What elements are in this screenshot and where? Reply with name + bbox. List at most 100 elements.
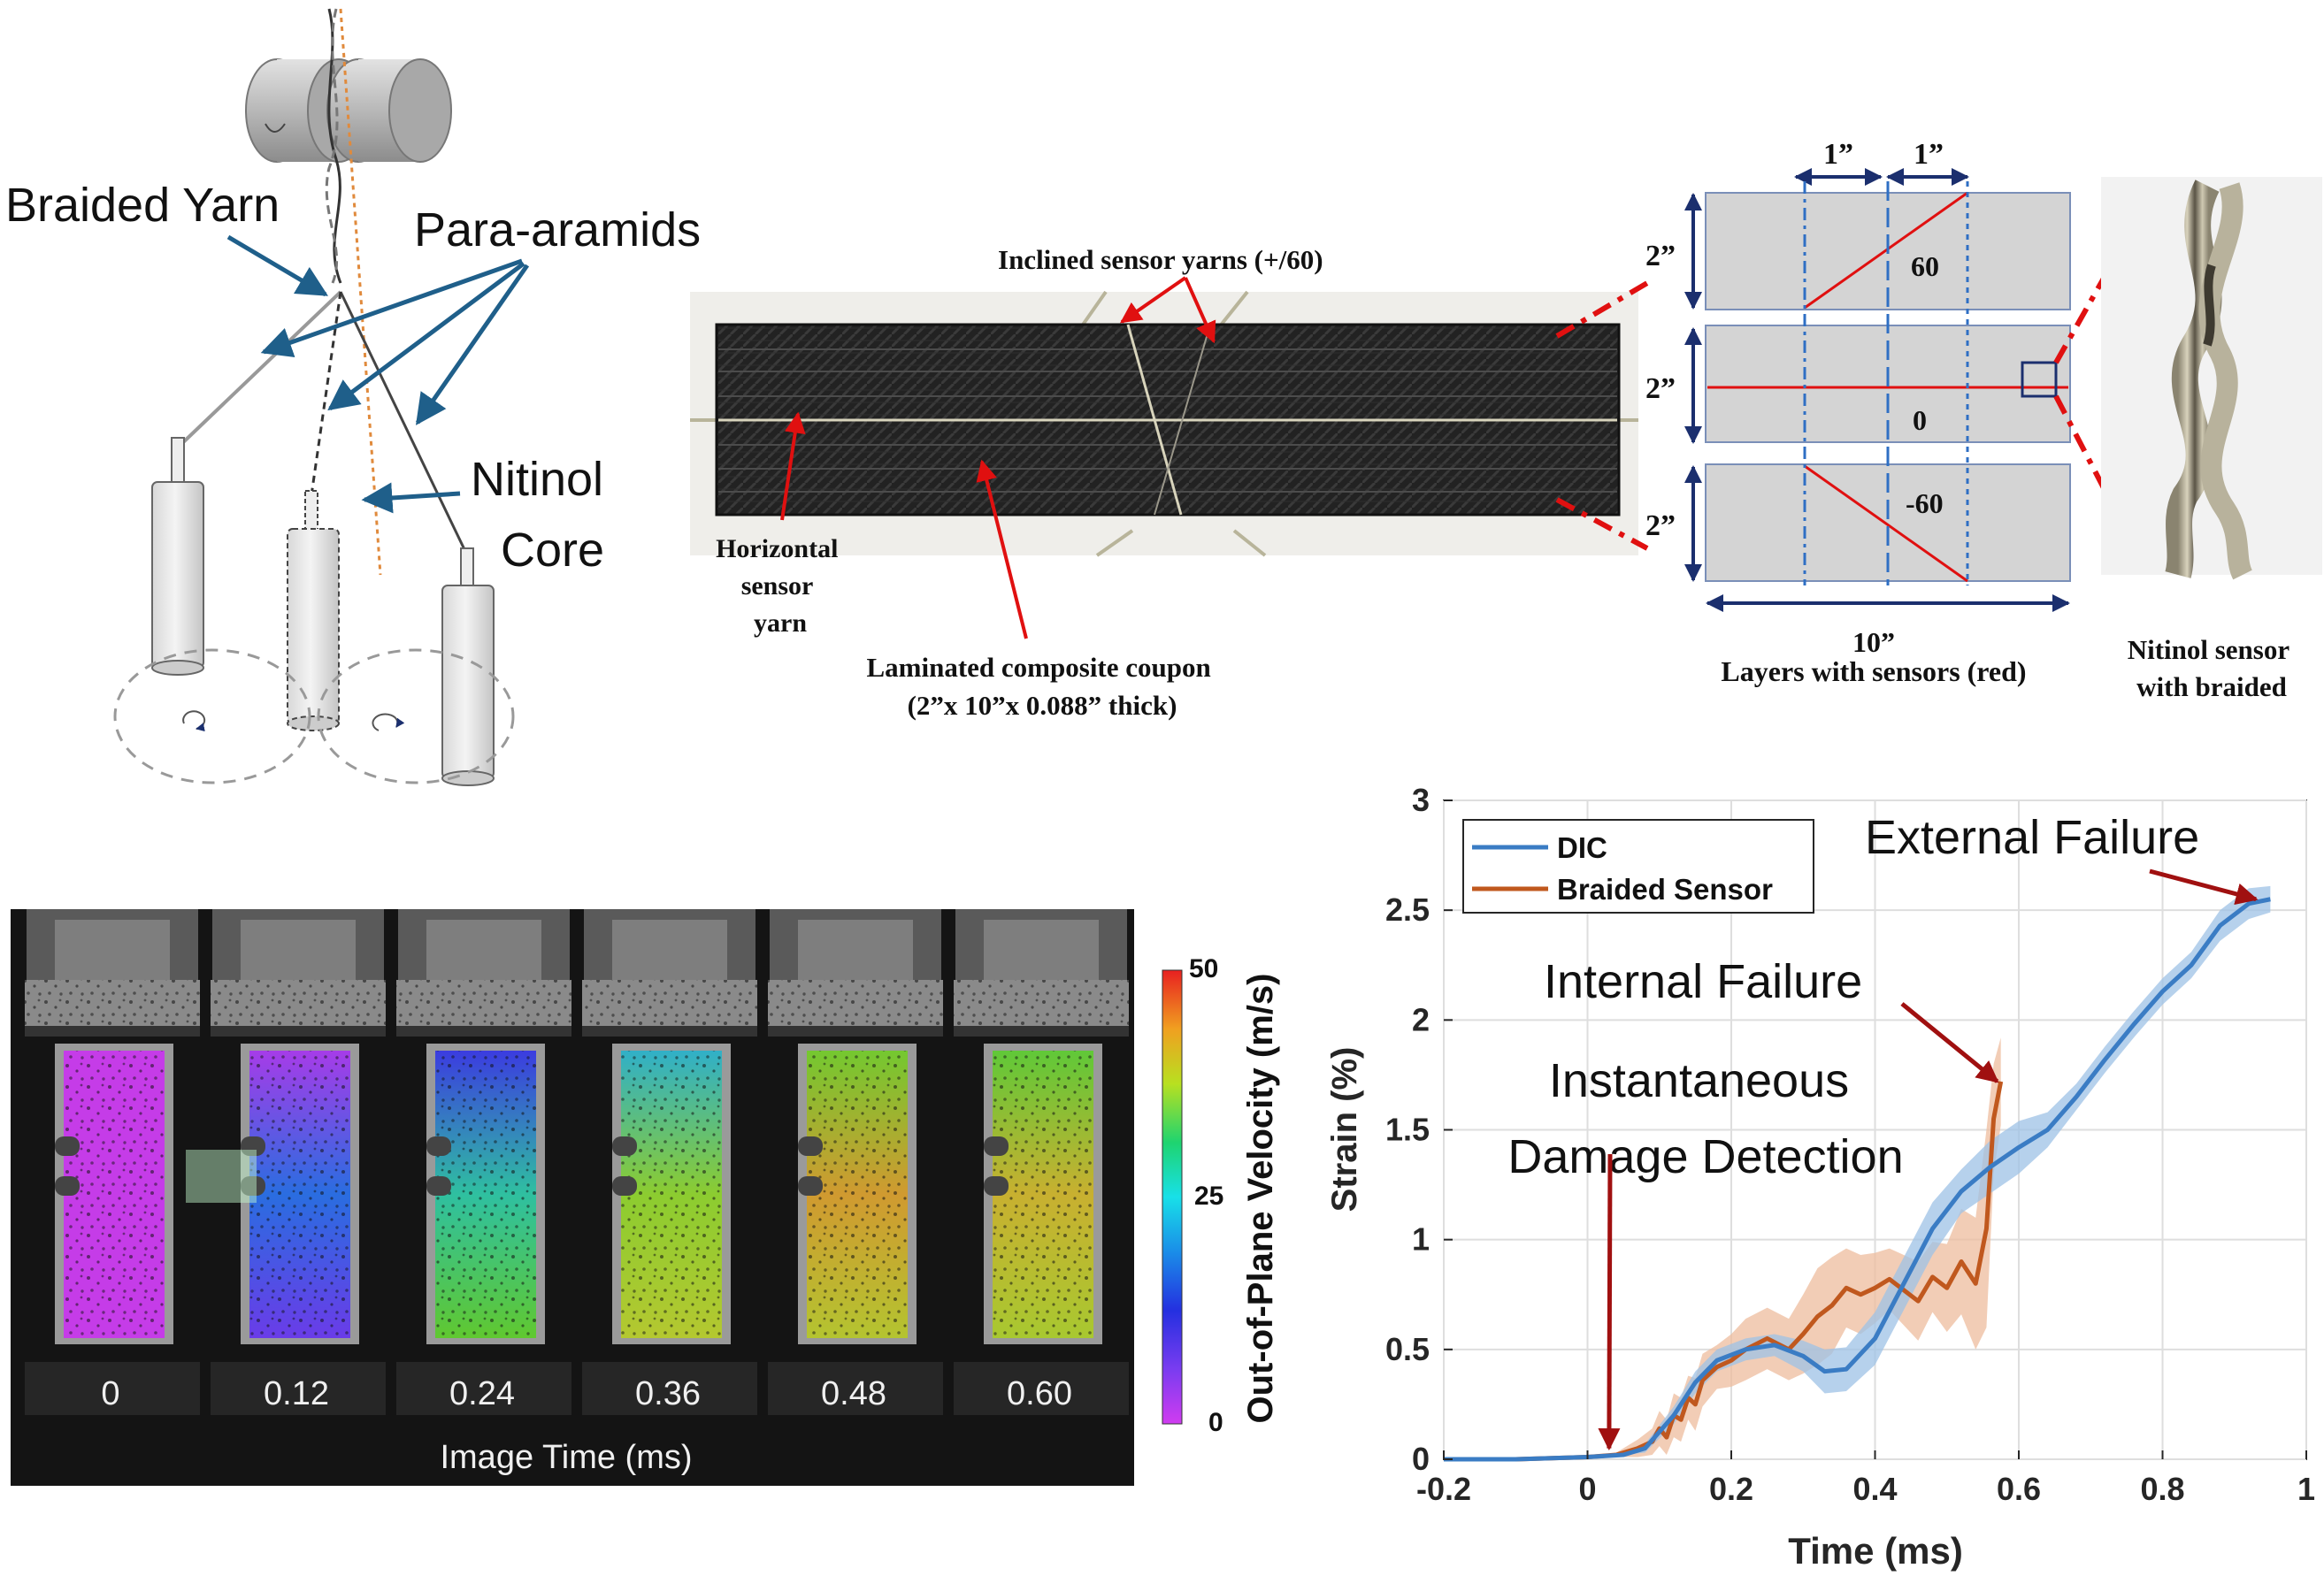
para-aramid-arrow-1 <box>260 258 523 358</box>
para-aramid-arrow-3 <box>415 264 530 425</box>
bobbin-left <box>151 437 204 676</box>
frame-time-label: 0.60 <box>1007 1375 1072 1412</box>
internal-failure-arrow <box>1900 1002 1999 1083</box>
coupon-panel: Inclined sensor yarns (+/60) Horizontal … <box>690 244 1649 721</box>
nitinol-photo-panel: Nitinol sensor with braided <box>2101 177 2322 702</box>
legend-sensor-label: Braided Sensor <box>1557 873 1773 906</box>
core-fiber <box>339 8 382 576</box>
height-label-middle: 2” <box>1645 372 1676 405</box>
x-tick-label: 0.8 <box>2140 1471 2184 1507</box>
dic-frame: 0.60 <box>954 909 1129 1415</box>
annotation-damage-detection: Instantaneous Damage Detection <box>1507 1054 1903 1183</box>
frame-time-label: 0.36 <box>635 1375 701 1412</box>
y-tick-label: 1.5 <box>1385 1112 1430 1148</box>
legend-dic-label: DIC <box>1557 831 1607 864</box>
height-label-top: 2” <box>1645 240 1676 272</box>
y-tick-label: 0 <box>1412 1441 1430 1477</box>
braided-strand-2 <box>2198 182 2253 580</box>
inclined-sensor-yarn-1 <box>1126 324 1183 516</box>
dic-series-line <box>1444 897 2271 1462</box>
bobbin-right <box>441 547 495 786</box>
take-up-rollers <box>245 58 452 163</box>
coupon-label-line-1: Laminated composite coupon <box>867 652 1211 683</box>
dic-confidence-band <box>1444 885 2271 1459</box>
colorbar <box>1162 969 1183 1425</box>
nitinol-arrow <box>361 482 461 514</box>
inclined-arrow-2 <box>1184 277 1216 344</box>
frame-time-label: 0.48 <box>821 1375 886 1412</box>
dic-frame: 0.24 <box>396 909 571 1415</box>
y-tick-label: 2.5 <box>1385 891 1430 928</box>
frame-time-label: 0.12 <box>264 1375 329 1412</box>
coupon-label-line-2: (2”x 10”x 0.088” thick) <box>908 690 1177 721</box>
width-label: 10” <box>1852 626 1895 658</box>
external-failure-arrow <box>2149 868 2259 906</box>
para-aramid-yarn-middle <box>310 291 342 496</box>
horizontal-label-line-2: sensor <box>741 571 813 601</box>
dic-panel: 0 0.12 0.24 0.36 0.48 0.60 Image Time (ms) 50… <box>11 909 1280 1486</box>
frame-time-label: 0.24 <box>449 1375 515 1412</box>
colorbar-tick-25: 25 <box>1194 1182 1223 1211</box>
top-dimension-right: 1” <box>1914 138 1944 171</box>
dic-frame: 0 <box>25 909 200 1415</box>
horizontal-yarn-arrow <box>780 411 806 521</box>
inclined-arrow-1 <box>1120 276 1187 324</box>
para-aramid-yarn-left <box>177 290 342 448</box>
annotation-internal-failure: Internal Failure <box>1544 955 1862 1008</box>
horizontal-label-line-3: yarn <box>754 608 807 638</box>
core-label: Core <box>501 524 604 577</box>
x-tick-label: 0.2 <box>1709 1471 1753 1507</box>
chart-legend: DIC Braided Sensor <box>1462 819 1814 914</box>
para-aramids-label: Para-aramids <box>414 203 701 256</box>
coupon-horizontal-lines <box>718 348 1617 493</box>
x-tick-label: -0.2 <box>1416 1471 1471 1507</box>
dic-frame: 0.12 <box>211 909 386 1415</box>
horizontal-sensor-label: Horizontal sensor yarn <box>716 534 845 638</box>
strain-chart: -0.2 0 0.2 0.4 0.6 0.8 100.511.522.53 Time (ms… <box>1325 782 2315 1572</box>
braided-strand-1 <box>2165 180 2222 578</box>
horizontal-label-line-1: Horizontal <box>716 534 838 563</box>
nitinol-caption-line-1: Nitinol sensor <box>2128 634 2290 665</box>
x-tick-label: 0.4 <box>1852 1471 1897 1507</box>
x-tick-label: 0 <box>1578 1471 1596 1507</box>
braided-yarn-strand <box>327 8 342 284</box>
chart-xlabel: Time (ms) <box>1788 1530 1963 1572</box>
angle-label-minus-60: -60 <box>1906 487 1944 519</box>
inclined-sensor-yarn-2 <box>1154 324 1211 516</box>
zoom-box <box>2021 361 2058 398</box>
braiding-diagram: Braided Yarn Para-aramids Nitinol Core <box>5 8 701 786</box>
nitinol-yarn-line <box>339 291 474 567</box>
chart-ylabel: Strain (%) <box>1325 1047 1364 1213</box>
dic-frame: 0.36 <box>582 909 757 1415</box>
frame-time-label: 0 <box>101 1375 119 1412</box>
coupon-label: Laminated composite coupon (2”x 10”x 0.0… <box>867 652 1218 721</box>
y-tick-label: 1 <box>1412 1221 1430 1258</box>
height-label-bottom: 2” <box>1645 509 1676 542</box>
coupon-arrow <box>976 459 1028 639</box>
angle-label-60: 60 <box>1911 250 1939 282</box>
colorbar-tick-50: 50 <box>1189 954 1218 983</box>
damage-detection-arrow <box>1598 1153 1621 1451</box>
colorbar-label: Out-of-Plane Velocity (m/s) <box>1241 974 1280 1424</box>
colorbar-tick-0: 0 <box>1208 1408 1223 1437</box>
para-aramid-arrow-2 <box>327 261 525 411</box>
top-dimension-left: 1” <box>1823 138 1853 171</box>
carrier-path-left <box>113 648 311 784</box>
zoom-line-top <box>1555 280 1649 339</box>
y-tick-label: 3 <box>1412 782 1430 818</box>
annotation-damage-line-1: Instantaneous <box>1549 1054 1849 1107</box>
nitinol-caption-line-2: with braided <box>2136 671 2287 702</box>
braided-sensor-confidence-band <box>1444 1037 2001 1459</box>
braided-yarn-label: Braided Yarn <box>5 179 280 232</box>
angle-label-0: 0 <box>1913 404 1927 436</box>
nitinol-label: Nitinol <box>471 453 603 506</box>
x-tick-label: 1 <box>2297 1471 2315 1507</box>
braided-yarn-arrow <box>226 234 329 297</box>
inclined-sensor-label: Inclined sensor yarns (+/60) <box>998 244 1323 275</box>
dic-xlabel: Image Time (ms) <box>440 1439 692 1476</box>
annotation-damage-line-2: Damage Detection <box>1507 1130 1903 1183</box>
dic-frame: 0.48 <box>768 909 943 1415</box>
nitinol-photo-caption: Nitinol sensor with braided <box>2128 634 2297 702</box>
carrier-path-right <box>317 648 515 784</box>
layers-panel: 1” 1” 60 0 -60 2” 2” 2” <box>1645 138 2161 687</box>
